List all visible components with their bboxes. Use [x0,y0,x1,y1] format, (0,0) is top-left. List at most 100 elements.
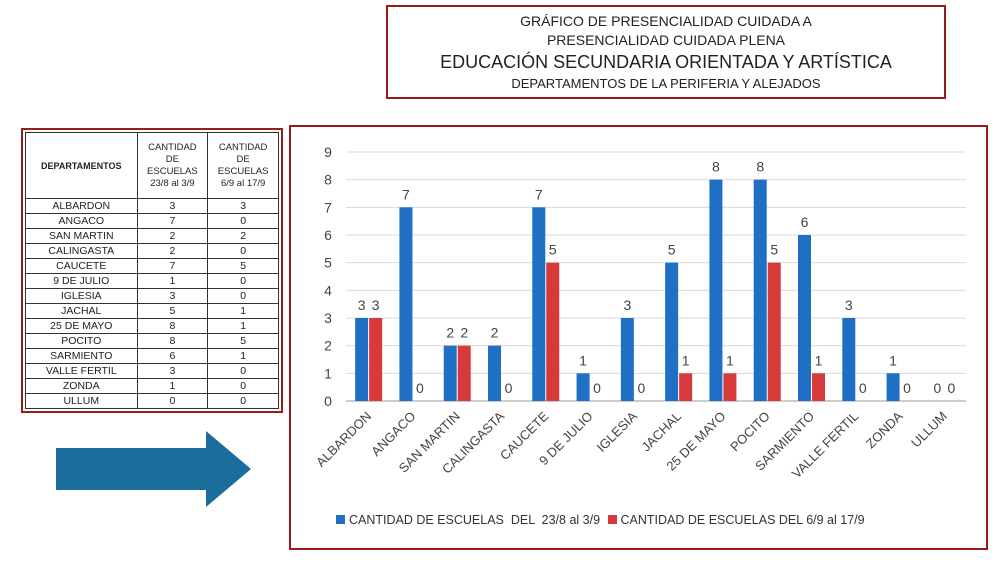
cell-cantidad: 3 [207,198,279,214]
cell-departamento: ANGACO [25,213,138,229]
data-label: 0 [505,380,513,396]
arrow-right-icon [56,431,251,507]
data-label: 1 [889,352,897,368]
bar-period-1 [488,345,501,401]
cell-cantidad: 2 [207,228,279,244]
cell-cantidad: 8 [136,318,209,334]
table-row: CALINGASTA 2 0 [25,243,279,259]
cell-cantidad: 2 [136,243,209,259]
cell-departamento: ZONDA [25,378,138,394]
legend-swatch-red [607,515,617,524]
header-period-2-line: ESCUELAS [217,165,269,177]
cell-cantidad: 5 [207,333,279,349]
cell-departamento: IGLESIA [25,288,138,304]
cell-cantidad: 0 [207,243,279,259]
bar-period-1 [842,318,856,401]
y-tick-label: 1 [324,365,332,381]
cell-cantidad: 1 [136,378,209,394]
data-label: 7 [402,186,410,202]
table-row: POCITO 8 5 [25,333,279,349]
data-label: 0 [416,380,424,396]
table-row: ANGACO 7 0 [25,213,279,229]
y-tick-label: 4 [324,282,332,298]
cell-cantidad: 1 [136,273,209,289]
data-label: 3 [358,297,366,313]
y-tick-label: 2 [324,338,332,354]
cell-departamento: 9 DE JULIO [25,273,138,289]
header-period-2: CANTIDAD DE ESCUELAS 6/9 al 17/9 [207,132,279,199]
cell-cantidad: 0 [207,273,279,289]
cell-cantidad: 0 [207,213,279,229]
table-body: ALBARDON 3 3 ANGACO 7 0 SAN MARTIN 2 2 CALINGASTA… [25,198,279,409]
cell-departamento: CAUCETE [25,258,138,274]
table-row: IGLESIA 3 0 [25,288,279,304]
data-label: 0 [859,380,867,396]
cell-cantidad: 0 [207,288,279,304]
cell-departamento: SARMIENTO [25,348,138,364]
bar-period-1 [798,235,811,401]
cell-cantidad: 0 [207,393,279,409]
cell-cantidad: 3 [136,288,209,304]
header-period-1-line: 23/8 al 3/9 [150,177,195,189]
bar-period-1 [443,345,457,401]
data-label: 2 [446,325,454,341]
cell-cantidad: 3 [136,363,209,379]
bar-period-2 [679,373,693,401]
bar-period-1 [709,179,723,401]
chart-box: 0 1 2 3 4 5 6 7 8 9 3 3 ALBARDON 7 0 ANGACO 2 2 SAN MARTIN… [289,125,988,550]
header-period-1-line: DE [165,153,179,165]
bar-period-2 [723,373,737,401]
cell-cantidad: 1 [207,348,279,364]
data-label: 1 [815,352,823,368]
table-row: VALLE FERTIL 3 0 [25,363,279,379]
cell-cantidad: 0 [207,378,279,394]
legend-item-period-1: CANTIDAD DE ESCUELAS DEL 23/8 al 3/9 [336,513,600,527]
bar-period-1 [620,318,634,401]
cell-departamento: VALLE FERTIL [25,363,138,379]
x-tick-label: ALBARDON [313,409,374,470]
bar-period-1 [355,318,369,401]
data-label: 1 [726,352,734,368]
cell-cantidad: 2 [136,228,209,244]
header-period-2-line: DE [236,153,250,165]
cell-departamento: ULLUM [25,393,138,409]
title-line-2: PRESENCIALIDAD CUIDADA PLENA [546,32,786,48]
data-label: 0 [947,380,955,396]
bar-period-2 [767,262,781,401]
table-row: ZONDA 1 0 [25,378,279,394]
data-label: 0 [637,380,645,396]
x-tick-label: IGLESIA [594,408,641,455]
data-label: 3 [845,297,853,313]
cell-cantidad: 0 [207,363,279,379]
bar-period-2 [369,318,383,401]
cell-departamento: SAN MARTIN [25,228,138,244]
header-departamentos: DEPARTAMENTOS [25,132,138,199]
header-period-2-line: CANTIDAD [218,141,268,153]
data-label: 8 [712,159,720,175]
arrow-shape [56,431,251,507]
data-label: 1 [682,352,690,368]
title-box: GRÁFICO DE PRESENCIALIDAD CUIDADA A PRES… [386,5,946,99]
bar-period-1 [399,207,413,401]
data-table: DEPARTAMENTOS CANTIDAD DE ESCUELAS 23/8 … [25,132,279,409]
table-row: ULLUM 0 0 [25,393,279,409]
header-period-2-line: 6/9 al 17/9 [220,177,266,189]
cell-cantidad: 6 [136,348,209,364]
bar-period-1 [665,262,679,401]
data-label: 7 [535,186,543,202]
cell-departamento: ALBARDON [25,198,138,214]
y-tick-label: 5 [324,255,332,271]
bar-period-1 [576,373,590,401]
x-tick-label: JACHAL [638,409,684,455]
table-row: 25 DE MAYO 8 1 [25,318,279,334]
legend-swatch-blue [336,515,345,524]
bar-period-2 [812,373,825,401]
bar-period-1 [753,179,767,401]
data-label: 3 [372,297,380,313]
data-label: 2 [491,325,499,341]
data-table-box: DEPARTAMENTOS CANTIDAD DE ESCUELAS 23/8 … [21,128,283,413]
table-row: JACHAL 5 1 [25,303,279,319]
data-label: 5 [668,242,676,258]
cell-cantidad: 8 [136,333,209,349]
